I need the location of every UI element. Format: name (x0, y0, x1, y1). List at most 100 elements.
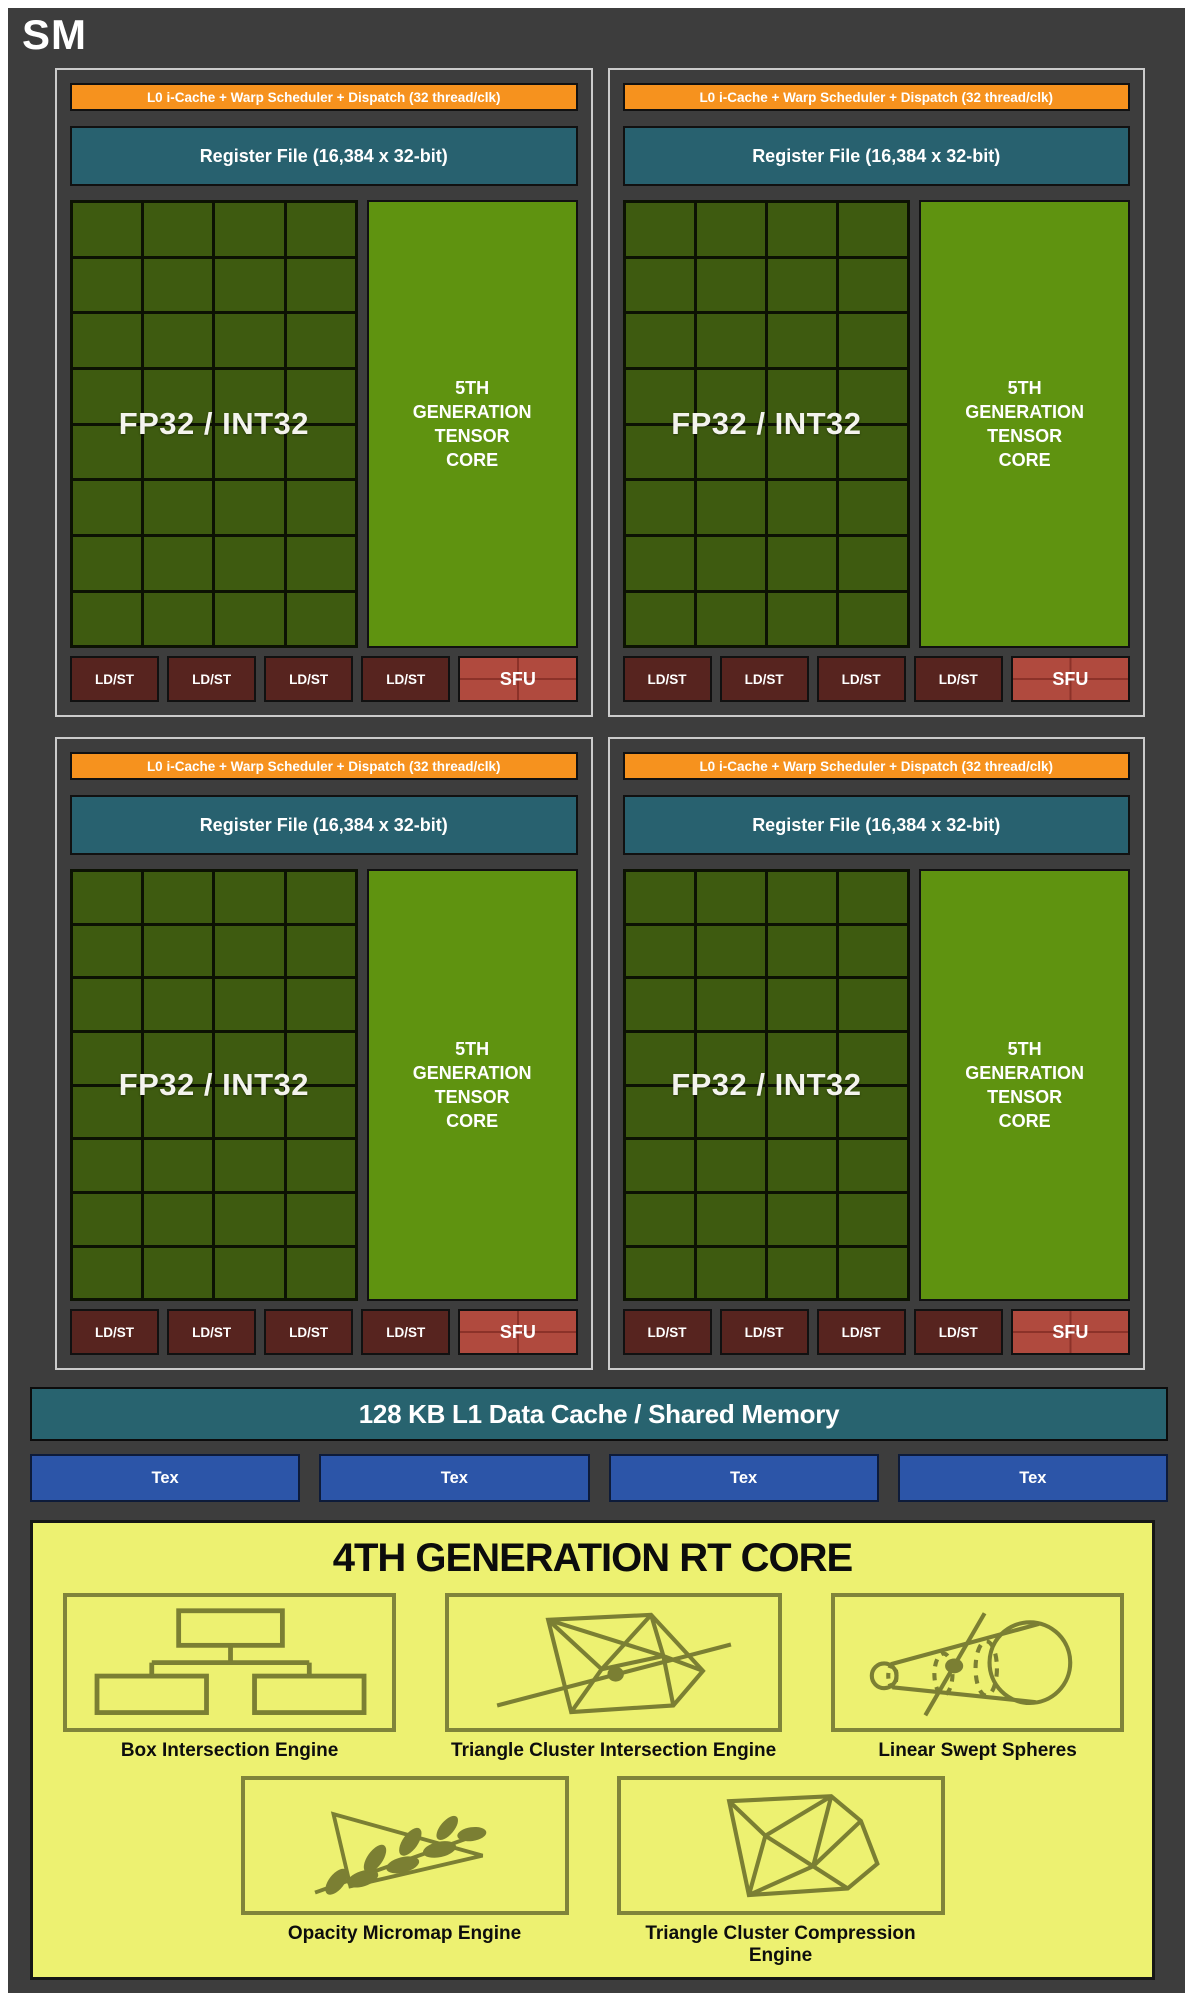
fp32-core-cell (839, 872, 908, 923)
fp32-core-cell (625, 258, 694, 312)
fp32-core-cell (767, 203, 837, 256)
fp32-core-cell (286, 536, 355, 590)
fp32-core-cell (625, 1193, 694, 1245)
opacity-micromap-engine-icon (240, 1776, 569, 1916)
fp32-core-cell (73, 1086, 142, 1138)
fp32-core-cell (625, 1033, 694, 1084)
fp32-core-cell (286, 1140, 355, 1191)
rt-engines-row-2: Opacity Micromap Engine Triangle Cluster… (33, 1776, 1152, 1967)
fp32-core-cell (144, 872, 213, 923)
ldst-unit: LD/ST (719, 656, 809, 703)
fp32-core-cell (144, 979, 213, 1031)
rt-engine-opacity-micromap: Opacity Micromap Engine (240, 1776, 569, 1967)
fp32-core-cell (767, 536, 837, 590)
fp32-core-cell (696, 1247, 765, 1299)
tex-unit: Tex (608, 1454, 879, 1503)
fp32-core-cell (215, 258, 284, 312)
fp32-core-cell (696, 872, 765, 923)
fp32-core-cell (767, 425, 837, 479)
fp32-core-cell (286, 314, 355, 368)
ldst-unit: LD/ST (70, 1309, 160, 1356)
fp32-core-cell (73, 314, 142, 368)
rt-engine-label: Linear Swept Spheres (878, 1740, 1077, 1762)
register-file-bar: Register File (16,384 x 32-bit) (70, 795, 578, 856)
box-intersection-engine-icon (63, 1593, 397, 1733)
fp32-core-cell (839, 258, 908, 312)
fp32-core-cell (767, 314, 837, 368)
ldst-unit: LD/ST (913, 1309, 1003, 1356)
tensor-core-block: 5TH GENERATION TENSOR CORE (919, 200, 1130, 649)
fp32-core-grid (622, 869, 911, 1302)
ldst-unit: LD/ST (816, 1309, 906, 1356)
fp32-core-cell (73, 370, 142, 423)
fp32-core-cell (625, 314, 694, 368)
rt-engine-label: Triangle Cluster Intersection Engine (451, 1740, 777, 1762)
warp-scheduler-bar: L0 i-Cache + Warp Scheduler + Dispatch (… (70, 83, 578, 112)
fp32-core-cell (73, 1140, 142, 1191)
fp32-core-cell (73, 258, 142, 312)
fp32-core-cell (215, 425, 284, 479)
l1-data-cache-bar: 128 KB L1 Data Cache / Shared Memory (30, 1387, 1168, 1442)
fp32-core-cell (696, 1086, 765, 1138)
fp32-core-cell (144, 314, 213, 368)
fp32-core-cell (696, 592, 765, 646)
fp32-core-cell (144, 1033, 213, 1084)
ldst-unit: LD/ST (361, 656, 451, 703)
fp32-core-cell (144, 1086, 213, 1138)
fp32-core-cell (286, 872, 355, 923)
fp32-core-cell (286, 203, 355, 256)
fp32-core-cell (767, 258, 837, 312)
fp32-core-cell (286, 1086, 355, 1138)
fp32-core-cell (839, 536, 908, 590)
rt-core-title: 4TH GENERATION RT CORE (332, 1536, 854, 1581)
fp32-core-cell (839, 425, 908, 479)
fp32-core-cell (839, 203, 908, 256)
fp32-core-cell (215, 536, 284, 590)
fp32-core-cell (144, 1247, 213, 1299)
sm-partition-2: L0 i-Cache + Warp Scheduler + Dispatch (… (607, 68, 1145, 718)
fp32-core-cell (73, 872, 142, 923)
fp32-core-cell (73, 925, 142, 977)
ldst-unit: LD/ST (264, 656, 354, 703)
fp32-core-cell (696, 370, 765, 423)
fp32-core-cell (144, 481, 213, 534)
fp32-core-cell (696, 1193, 765, 1245)
fp32-core-cell (215, 592, 284, 646)
fp32-core-cell (73, 592, 142, 646)
fp32-core-cell (839, 1247, 908, 1299)
fp32-core-cell (144, 1140, 213, 1191)
warp-scheduler-bar: L0 i-Cache + Warp Scheduler + Dispatch (… (622, 83, 1130, 112)
sm-partitions-grid: L0 i-Cache + Warp Scheduler + Dispatch (… (55, 68, 1145, 1371)
fp32-core-cell (696, 979, 765, 1031)
fp32-core-cell (767, 481, 837, 534)
fp32-core-cell (73, 481, 142, 534)
ldst-unit: LD/ST (816, 656, 906, 703)
ldst-unit: LD/ST (167, 1309, 257, 1356)
rt-engine-triangle-cluster-compression: Triangle Cluster Compression Engine (616, 1776, 945, 1967)
exec-units-row: LD/ST LD/ST LD/ST LD/ST SFU (622, 1309, 1130, 1356)
fp32-core-cell (767, 979, 837, 1031)
triangle-cluster-compression-engine-icon (616, 1776, 945, 1916)
ldst-unit: LD/ST (913, 656, 1003, 703)
fp32-core-cell (144, 425, 213, 479)
fp32-core-cell (625, 979, 694, 1031)
fp32-core-cell (696, 481, 765, 534)
fp32-int32-block: FP32 / INT32 (622, 200, 911, 649)
ldst-unit: LD/ST (622, 656, 712, 703)
fp32-int32-block: FP32 / INT32 (70, 200, 358, 649)
fp32-int32-block: FP32 / INT32 (70, 869, 358, 1302)
fp32-core-cell (144, 258, 213, 312)
fp32-core-cell (625, 481, 694, 534)
fp32-core-cell (696, 203, 765, 256)
fp32-core-cell (215, 203, 284, 256)
sm-partition-4: L0 i-Cache + Warp Scheduler + Dispatch (… (607, 737, 1145, 1371)
exec-units-row: LD/ST LD/ST LD/ST LD/ST SFU (70, 1309, 578, 1356)
fp32-core-cell (839, 1140, 908, 1191)
fp32-core-cell (286, 1033, 355, 1084)
fp32-core-cell (839, 314, 908, 368)
fp32-core-cell (767, 925, 837, 977)
fp32-core-cell (767, 592, 837, 646)
sfu-unit: SFU (458, 1309, 578, 1356)
fp32-core-cell (767, 872, 837, 923)
fp32-core-cell (767, 1140, 837, 1191)
